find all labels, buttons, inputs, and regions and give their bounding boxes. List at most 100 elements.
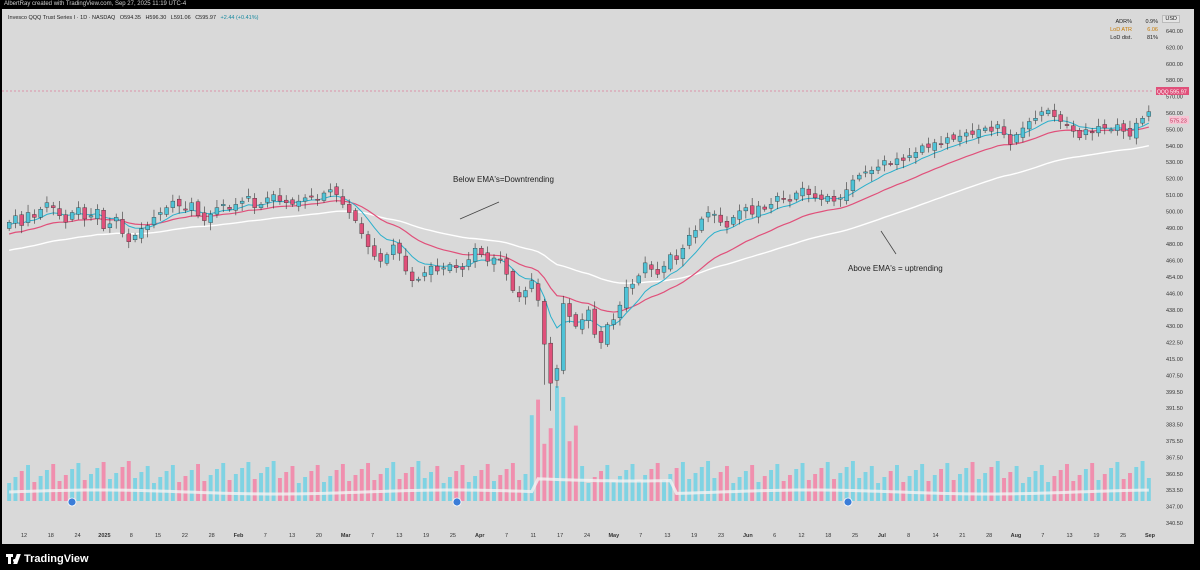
volume-bar <box>340 464 345 501</box>
candle <box>208 210 213 231</box>
candle <box>794 190 799 202</box>
candle <box>265 191 270 208</box>
candle-body <box>863 171 868 174</box>
volume-bar <box>76 463 81 501</box>
currency-button[interactable]: USD <box>1162 15 1180 23</box>
candle <box>315 194 320 206</box>
candle <box>573 312 579 329</box>
candle-body <box>920 145 925 153</box>
candle-body <box>750 205 755 215</box>
candle <box>504 253 509 281</box>
candle <box>844 182 849 205</box>
volume-bar <box>926 481 931 501</box>
symbol-name: Invesco QQQ Trust Series I · 1D · NASDAQ <box>8 15 116 21</box>
candle <box>1127 120 1133 140</box>
candle-body <box>1045 109 1051 114</box>
candle-body <box>926 143 931 148</box>
price-tick-label: 446.00 <box>1166 291 1183 297</box>
time-tick-label: Jul <box>878 533 886 539</box>
candle-body <box>636 275 641 284</box>
candle <box>1027 117 1032 137</box>
volume-bar <box>737 477 742 501</box>
candle <box>422 266 427 282</box>
time-tick-label: 17 <box>557 533 563 539</box>
candle <box>1045 107 1051 117</box>
price-tick-label: 399.50 <box>1166 390 1183 396</box>
volume-bar <box>259 473 263 501</box>
volume-bar <box>913 470 918 501</box>
candle <box>951 132 956 142</box>
volume-bar <box>555 386 559 501</box>
candle <box>57 200 62 220</box>
candle <box>88 208 94 221</box>
volume-bar <box>542 443 547 501</box>
candle-body <box>674 255 679 260</box>
volume-bar <box>1128 473 1132 501</box>
change-value: +2.44 (+0.41%) <box>220 15 259 21</box>
candle-body <box>781 197 786 200</box>
volume-bar <box>322 482 326 501</box>
volume-bar <box>170 465 175 501</box>
candle-body <box>233 204 238 211</box>
price-tick-label: 530.00 <box>1166 160 1183 166</box>
symbol-info[interactable]: Invesco QQQ Trust Series I · 1D · NASDAQ… <box>8 15 261 21</box>
candle-body <box>768 204 774 209</box>
volume-bar <box>95 468 100 501</box>
volume-bar <box>208 475 213 501</box>
chart-area[interactable]: Below EMA's=Downtrending Above EMA's = u… <box>2 9 1194 544</box>
volume-bar <box>983 473 988 501</box>
volume-bar <box>139 472 144 501</box>
candle <box>397 239 402 261</box>
candle-body <box>907 155 912 158</box>
candle-body <box>982 127 988 131</box>
footer: TradingView <box>0 548 1200 570</box>
candle-body <box>195 201 201 216</box>
candle-body <box>1020 127 1026 138</box>
candle-body <box>875 166 881 171</box>
candle <box>693 225 698 244</box>
candle-body <box>139 228 144 239</box>
time-tick-label: May <box>608 533 620 539</box>
candle <box>1033 110 1038 125</box>
volume-bar <box>366 463 371 501</box>
candle-body <box>724 221 730 228</box>
candle <box>158 207 163 221</box>
candle-body <box>882 160 887 166</box>
volume-bar <box>1090 463 1095 501</box>
volume-bar <box>882 477 887 501</box>
candle-body <box>252 197 257 208</box>
candle <box>177 195 182 214</box>
volume-bar <box>989 467 994 501</box>
candle <box>863 165 868 178</box>
candle <box>705 206 711 223</box>
candle <box>441 262 446 276</box>
candle-body <box>989 126 994 132</box>
volume-bar <box>101 462 106 501</box>
volume-bar <box>769 470 774 501</box>
candle <box>1102 119 1107 135</box>
candle-body <box>221 204 226 206</box>
candle <box>32 209 37 224</box>
volume-layer <box>7 386 1151 507</box>
volume-bar <box>762 476 767 501</box>
time-tick-label: 2025 <box>98 533 110 539</box>
tradingview-logo[interactable]: TradingView <box>6 552 89 566</box>
candle <box>1140 115 1145 126</box>
candle <box>869 166 874 182</box>
time-tick-label: 25 <box>852 533 858 539</box>
candle-layer <box>6 103 1152 411</box>
volume-bar <box>1027 477 1032 501</box>
candle-body <box>825 196 830 202</box>
candle <box>819 189 824 206</box>
price-chart[interactable]: Below EMA's=Downtrending Above EMA's = u… <box>2 9 1194 544</box>
candle-body <box>126 233 131 242</box>
candle <box>277 187 283 205</box>
time-tick-label: 13 <box>289 533 295 539</box>
time-tick-label: 19 <box>1093 533 1099 539</box>
qqq-price-bg <box>1169 87 1189 95</box>
event-marker-icon <box>67 497 77 507</box>
candle <box>435 258 440 275</box>
candle-body <box>183 208 188 211</box>
candle <box>296 194 301 212</box>
candle-body <box>466 259 471 267</box>
